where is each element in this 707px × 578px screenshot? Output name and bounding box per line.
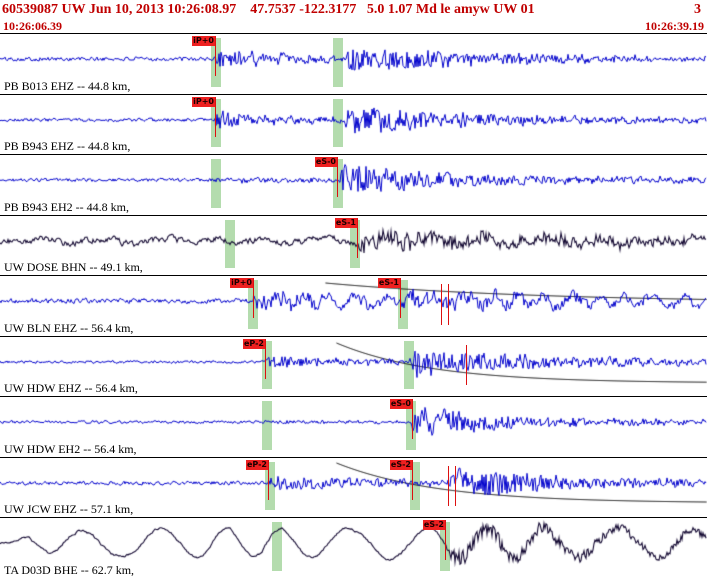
pick-flag[interactable]: eS-1 [334, 217, 357, 228]
start-time: 10:26:06.39 [3, 19, 62, 33]
trace-label: UW HDW EH2 -- 56.4 km, [4, 441, 137, 456]
trace-label: PB B943 EH2 -- 44.8 km, [4, 199, 130, 214]
pick-flag[interactable]: eS-2 [422, 520, 445, 531]
waveform-canvas[interactable] [0, 457, 707, 517]
pick-line[interactable] [445, 520, 446, 561]
amplitude-mark[interactable] [455, 465, 456, 507]
waveform-canvas[interactable] [0, 518, 707, 578]
amplitude-mark[interactable] [441, 284, 442, 325]
trace-row-9[interactable]: eS-2 TA D03D BHE -- 62.7 km, [0, 518, 707, 578]
amplitude-mark[interactable] [448, 284, 449, 325]
pick-line[interactable] [215, 36, 216, 76]
trace-list: iP+0 PB B013 EHZ -- 44.8 km, iP+0 PB B943 E… [0, 33, 707, 578]
pick-line[interactable] [357, 217, 358, 258]
waveform-canvas[interactable] [0, 34, 707, 93]
trace-label: UW JCW EHZ -- 57.1 km, [4, 502, 134, 517]
pick-flag[interactable]: eP-2 [245, 459, 268, 470]
end-time: 10:26:39.19 [645, 19, 704, 33]
trace-label: PB B013 EHZ -- 44.8 km, [4, 78, 131, 93]
waveform-canvas[interactable] [0, 336, 707, 396]
pick-line[interactable] [400, 278, 401, 319]
trace-row-6[interactable]: eP-2 UW HDW EHZ -- 56.4 km, [0, 336, 707, 398]
trace-row-8[interactable]: eP-2 eS-2 UW JCW EHZ -- 57.1 km, [0, 457, 707, 519]
trace-row-4[interactable]: eS-1 UW DOSE BHN -- 49.1 km, [0, 215, 707, 277]
trace-label: UW DOSE BHN -- 49.1 km, [4, 260, 143, 275]
trace-count: 3 [694, 2, 701, 17]
pick-line[interactable] [412, 399, 413, 440]
pick-line[interactable] [337, 157, 338, 198]
trace-label: UW BLN EHZ -- 56.4 km, [4, 320, 134, 335]
pick-line[interactable] [265, 338, 266, 379]
pick-flag[interactable]: iP+0 [192, 96, 215, 107]
trace-row-2[interactable]: iP+0 PB B943 EHZ -- 44.8 km, [0, 94, 707, 156]
pick-flag[interactable]: eP-2 [242, 338, 265, 349]
event-summary: 60539087 UW Jun 10, 2013 10:26:08.97 47.… [2, 2, 535, 17]
pick-flag[interactable]: eS-2 [389, 459, 412, 470]
trace-row-7[interactable]: eS-0 UW HDW EH2 -- 56.4 km, [0, 397, 707, 458]
pick-flag[interactable]: iP+0 [230, 278, 253, 289]
amplitude-mark[interactable] [466, 344, 467, 386]
pick-flag[interactable]: iP+0 [192, 36, 215, 46]
pick-flag[interactable]: eS-0 [389, 399, 412, 410]
time-bar: 10:26:06.39 10:26:39.19 [0, 19, 707, 33]
pick-line[interactable] [253, 278, 254, 319]
waveform-canvas[interactable] [0, 397, 707, 457]
trace-row-1[interactable]: iP+0 PB B013 EHZ -- 44.8 km, [0, 34, 707, 95]
trace-row-5[interactable]: iP+0 eS-1 UW BLN EHZ -- 56.4 km, [0, 276, 707, 337]
trace-label: PB B943 EHZ -- 44.8 km, [4, 139, 131, 154]
pick-line[interactable] [412, 459, 413, 500]
trace-row-3[interactable]: eS-0 PB B943 EH2 -- 44.8 km, [0, 155, 707, 216]
pick-flag[interactable]: eS-0 [314, 157, 337, 168]
trace-label: TA D03D BHE -- 62.7 km, [4, 562, 135, 577]
amplitude-mark[interactable] [448, 465, 449, 507]
waveform-canvas[interactable] [0, 94, 707, 154]
waveform-canvas[interactable] [0, 276, 707, 336]
pick-line[interactable] [268, 459, 269, 500]
trace-label: UW HDW EHZ -- 56.4 km, [4, 381, 138, 396]
waveform-canvas[interactable] [0, 155, 707, 215]
pick-flag[interactable]: eS-1 [377, 278, 400, 289]
event-header: 60539087 UW Jun 10, 2013 10:26:08.97 47.… [0, 0, 707, 19]
pick-line[interactable] [215, 96, 216, 137]
